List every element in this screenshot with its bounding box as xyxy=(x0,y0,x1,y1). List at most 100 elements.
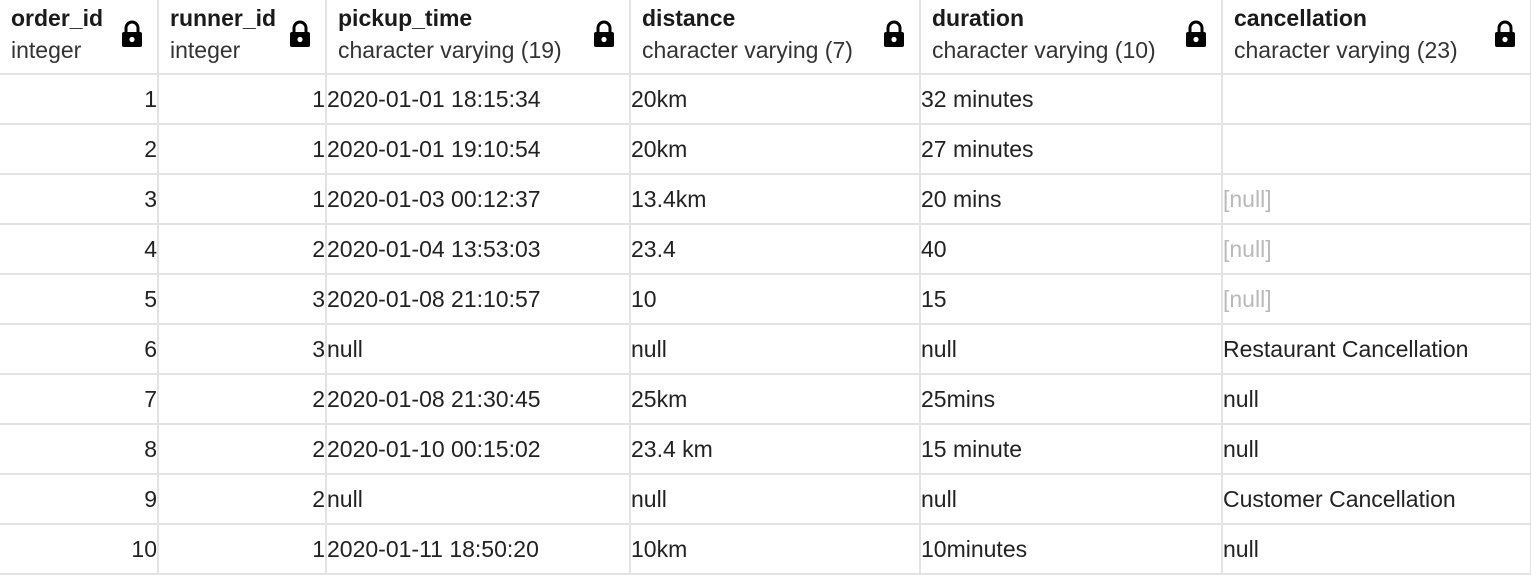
column-header-content: order_id integer xyxy=(0,0,157,72)
cell-distance[interactable]: null xyxy=(630,324,921,375)
cell-pickup-time[interactable]: 2020-01-10 00:15:02 xyxy=(326,424,631,475)
cell-duration[interactable]: 40 xyxy=(920,224,1223,275)
cell-runner-id[interactable]: 1 xyxy=(158,74,327,125)
cell-distance[interactable]: 10 xyxy=(630,274,921,325)
lock-icon xyxy=(593,20,615,48)
table-row[interactable]: 1 1 2020-01-01 18:15:34 20km 32 minutes xyxy=(0,74,1531,125)
cell-pickup-time[interactable]: 2020-01-11 18:50:20 xyxy=(326,524,631,575)
column-header-pickup-time[interactable]: pickup_time character varying (19) xyxy=(326,0,631,75)
cell-order-id[interactable]: 9 xyxy=(0,474,159,525)
column-header-cancellation[interactable]: cancellation character varying (23) xyxy=(1222,0,1531,75)
cell-cancellation[interactable]: Customer Cancellation xyxy=(1222,474,1531,525)
column-header-content: distance character varying (7) xyxy=(631,0,919,72)
cell-distance[interactable]: 20km xyxy=(630,74,921,125)
column-name: pickup_time xyxy=(338,5,473,31)
cell-runner-id[interactable]: 2 xyxy=(158,224,327,275)
cell-order-id[interactable]: 4 xyxy=(0,224,159,275)
lock-icon xyxy=(1494,20,1516,48)
table-row[interactable]: 9 2 null null null Customer Cancellation xyxy=(0,474,1531,525)
cell-cancellation[interactable]: null xyxy=(1222,424,1531,475)
cell-pickup-time[interactable]: null xyxy=(326,474,631,525)
column-header-distance[interactable]: distance character varying (7) xyxy=(630,0,921,75)
cell-order-id[interactable]: 7 xyxy=(0,374,159,425)
column-header-duration[interactable]: duration character varying (10) xyxy=(920,0,1223,75)
cell-order-id[interactable]: 1 xyxy=(0,74,159,125)
cell-duration[interactable]: 10minutes xyxy=(920,524,1223,575)
grid-header: order_id integer runner_id integer pickup_ti… xyxy=(0,0,1531,75)
cell-runner-id[interactable]: 2 xyxy=(158,424,327,475)
cell-distance[interactable]: 13.4km xyxy=(630,174,921,225)
lock-icon xyxy=(121,20,143,48)
table-row[interactable]: 10 1 2020-01-11 18:50:20 10km 10minutes null xyxy=(0,524,1531,575)
cell-runner-id[interactable]: 3 xyxy=(158,324,327,375)
lock-icon xyxy=(289,20,311,48)
table-row[interactable]: 5 3 2020-01-08 21:10:57 10 15 [null] xyxy=(0,274,1531,325)
column-type: character varying (10) xyxy=(932,37,1156,63)
grid-body: 1 1 2020-01-01 18:15:34 20km 32 minutes 2 1 202… xyxy=(0,74,1531,575)
cell-distance[interactable]: 23.4 xyxy=(630,224,921,275)
table-row[interactable]: 3 1 2020-01-03 00:12:37 13.4km 20 mins [null] xyxy=(0,174,1531,225)
cell-pickup-time[interactable]: 2020-01-03 00:12:37 xyxy=(326,174,631,225)
cell-distance[interactable]: 25km xyxy=(630,374,921,425)
cell-duration[interactable]: 27 minutes xyxy=(920,124,1223,175)
cell-runner-id[interactable]: 3 xyxy=(158,274,327,325)
cell-order-id[interactable]: 6 xyxy=(0,324,159,375)
cell-pickup-time[interactable]: 2020-01-01 18:15:34 xyxy=(326,74,631,125)
cell-duration[interactable]: 32 minutes xyxy=(920,74,1223,125)
lock-icon xyxy=(883,20,905,48)
table-row[interactable]: 6 3 null null null Restaurant Cancellation xyxy=(0,324,1531,375)
column-type: integer xyxy=(170,37,241,63)
cell-pickup-time[interactable]: null xyxy=(326,324,631,375)
column-type: character varying (19) xyxy=(338,37,562,63)
column-header-content: duration character varying (10) xyxy=(921,0,1221,72)
cell-order-id[interactable]: 8 xyxy=(0,424,159,475)
cell-cancellation[interactable]: [null] xyxy=(1222,274,1531,325)
cell-pickup-time[interactable]: 2020-01-08 21:10:57 xyxy=(326,274,631,325)
column-name: order_id xyxy=(11,5,104,31)
cell-duration[interactable]: null xyxy=(920,324,1223,375)
cell-cancellation[interactable] xyxy=(1222,124,1531,175)
cell-duration[interactable]: 15 xyxy=(920,274,1223,325)
cell-distance[interactable]: 10km xyxy=(630,524,921,575)
table-row[interactable]: 2 1 2020-01-01 19:10:54 20km 27 minutes xyxy=(0,124,1531,175)
cell-duration[interactable]: 15 minute xyxy=(920,424,1223,475)
table-row[interactable]: 8 2 2020-01-10 00:15:02 23.4 km 15 minute nul… xyxy=(0,424,1531,475)
cell-distance[interactable]: 20km xyxy=(630,124,921,175)
cell-duration[interactable]: null xyxy=(920,474,1223,525)
cell-cancellation[interactable]: null xyxy=(1222,374,1531,425)
cell-order-id[interactable]: 3 xyxy=(0,174,159,225)
cell-runner-id[interactable]: 2 xyxy=(158,374,327,425)
cell-cancellation[interactable]: [null] xyxy=(1222,224,1531,275)
table-row[interactable]: 4 2 2020-01-04 13:53:03 23.4 40 [null] xyxy=(0,224,1531,275)
cell-runner-id[interactable]: 1 xyxy=(158,174,327,225)
column-header-content: cancellation character varying (23) xyxy=(1223,0,1530,72)
cell-cancellation[interactable] xyxy=(1222,74,1531,125)
column-type: character varying (7) xyxy=(642,37,853,63)
cell-cancellation[interactable]: null xyxy=(1222,524,1531,575)
cell-order-id[interactable]: 2 xyxy=(0,124,159,175)
cell-pickup-time[interactable]: 2020-01-04 13:53:03 xyxy=(326,224,631,275)
table-row[interactable]: 7 2 2020-01-08 21:30:45 25km 25mins null xyxy=(0,374,1531,425)
cell-runner-id[interactable]: 2 xyxy=(158,474,327,525)
cell-pickup-time[interactable]: 2020-01-08 21:30:45 xyxy=(326,374,631,425)
cell-order-id[interactable]: 5 xyxy=(0,274,159,325)
cell-order-id[interactable]: 10 xyxy=(0,524,159,575)
cell-runner-id[interactable]: 1 xyxy=(158,124,327,175)
column-type: character varying (23) xyxy=(1234,37,1458,63)
cell-duration[interactable]: 20 mins xyxy=(920,174,1223,225)
column-name: distance xyxy=(642,5,736,31)
cell-distance[interactable]: 23.4 km xyxy=(630,424,921,475)
cell-pickup-time[interactable]: 2020-01-01 19:10:54 xyxy=(326,124,631,175)
column-header-content: pickup_time character varying (19) xyxy=(327,0,629,72)
cell-duration[interactable]: 25mins xyxy=(920,374,1223,425)
cell-cancellation[interactable]: [null] xyxy=(1222,174,1531,225)
column-name: duration xyxy=(932,5,1024,31)
column-name: runner_id xyxy=(170,5,277,31)
cell-cancellation[interactable]: Restaurant Cancellation xyxy=(1222,324,1531,375)
cell-distance[interactable]: null xyxy=(630,474,921,525)
cell-runner-id[interactable]: 1 xyxy=(158,524,327,575)
column-name: cancellation xyxy=(1234,5,1367,31)
lock-icon xyxy=(1185,20,1207,48)
column-header-order-id[interactable]: order_id integer xyxy=(0,0,159,75)
